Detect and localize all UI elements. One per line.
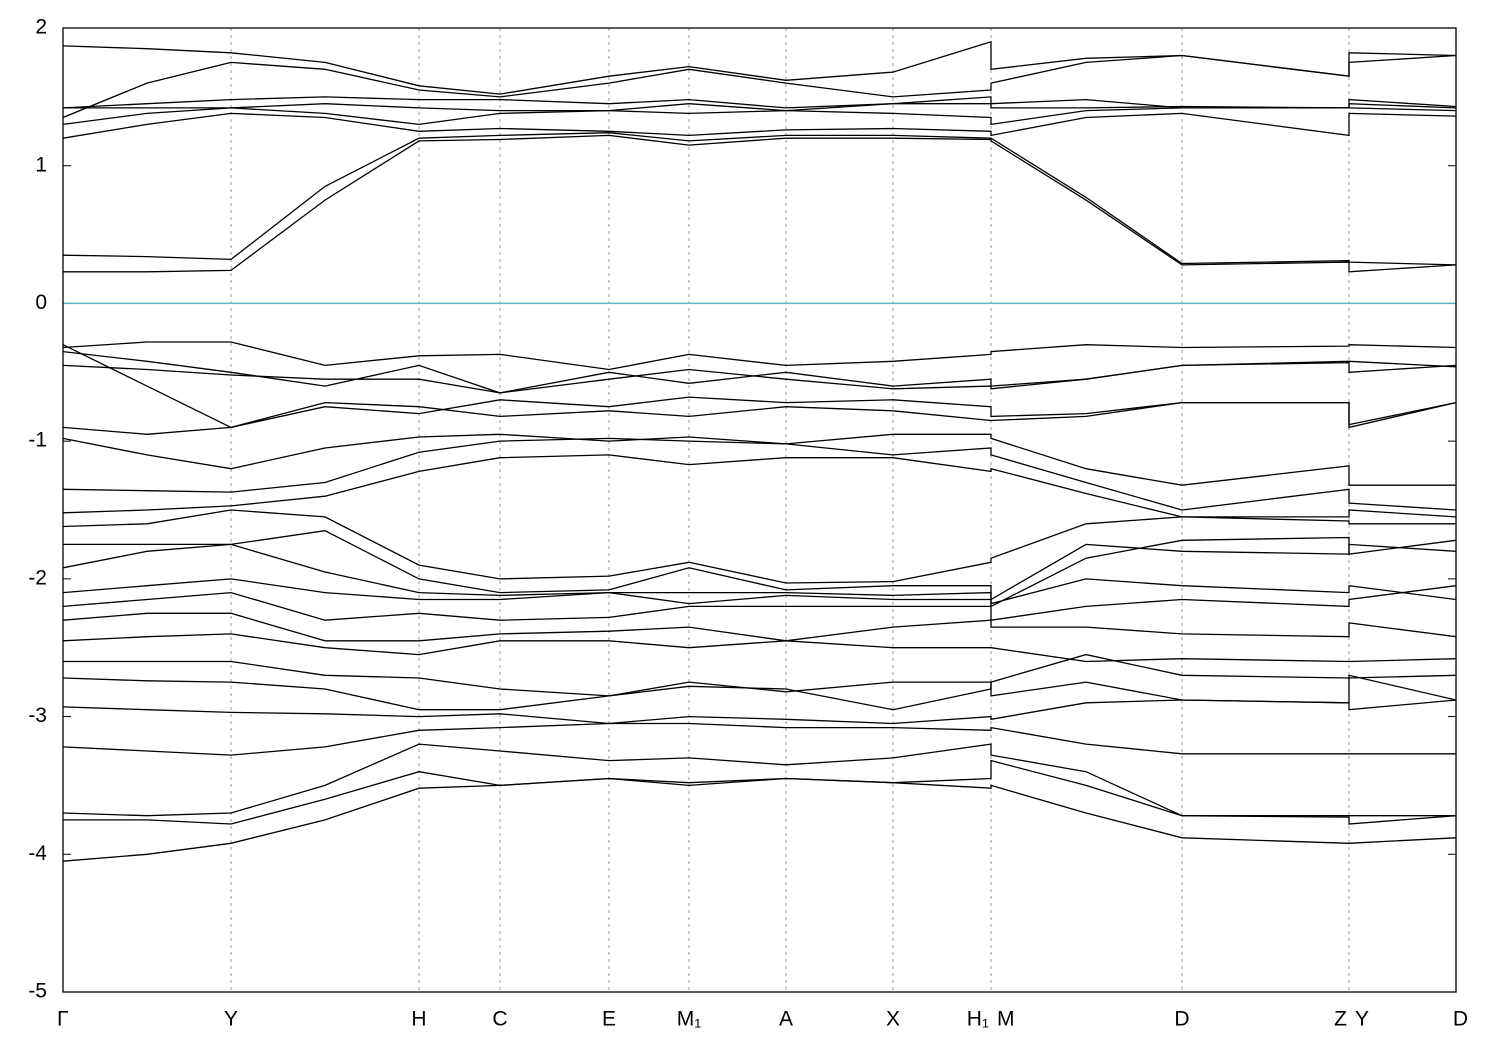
band-line: [63, 509, 1456, 584]
band-line: [63, 134, 1456, 273]
band-line: [63, 612, 1456, 642]
x-tick-label: Y: [1355, 1008, 1369, 1031]
x-tick-label: D: [1453, 1008, 1468, 1031]
x-tick-label: H₁: [967, 1008, 989, 1031]
band-line: [63, 530, 1456, 601]
band-line: [63, 578, 1456, 605]
y-tick-label: -2: [28, 566, 47, 589]
x-tick-label: E: [602, 1008, 616, 1031]
band-line: [63, 341, 1456, 371]
band-line: [63, 107, 1456, 126]
x-tick-label: C: [492, 1008, 507, 1031]
band-line: [63, 40, 1456, 95]
band-line: [63, 401, 1456, 435]
x-tick-label: M₁: [677, 1008, 702, 1031]
x-tick-label: Γ: [57, 1008, 69, 1031]
band-line: [63, 777, 1456, 862]
y-tick-label: -1: [28, 429, 47, 452]
band-line: [63, 633, 1456, 663]
band-line: [63, 112, 1456, 139]
grid-layer: [63, 27, 1456, 993]
x-tick-label: Z: [1334, 1008, 1347, 1031]
band-line: [63, 454, 1456, 518]
x-tick-label: M: [997, 1008, 1015, 1031]
y-tick-label: -3: [28, 704, 47, 727]
y-tick-label: 1: [35, 153, 47, 176]
band-line: [63, 674, 1456, 711]
band-line: [63, 585, 1456, 621]
band-line: [63, 437, 1456, 511]
band-line: [63, 699, 1456, 725]
plot-frame: [62, 27, 1457, 993]
x-tick-label: D: [1174, 1008, 1189, 1031]
x-tick-label: Y: [224, 1008, 238, 1031]
band-layer: [63, 40, 1456, 862]
band-line: [63, 103, 1456, 112]
y-tick-label: -5: [28, 980, 47, 1003]
band-line: [63, 536, 1456, 608]
band-line: [63, 350, 1456, 394]
x-tick-label: X: [886, 1008, 900, 1031]
y-tick-label: -4: [28, 842, 47, 865]
x-tick-label: A: [779, 1008, 793, 1031]
band-line: [63, 759, 1456, 825]
band-line: [63, 360, 1456, 394]
band-line: [63, 96, 1456, 109]
band-line: [63, 344, 1456, 429]
x-tick-label: H: [411, 1008, 426, 1031]
y-tick-label: 0: [35, 291, 47, 314]
y-tick-label: 2: [35, 16, 47, 39]
band-line: [63, 132, 1456, 266]
band-line: [63, 653, 1456, 711]
band-line: [63, 722, 1456, 756]
band-line: [63, 743, 1456, 817]
